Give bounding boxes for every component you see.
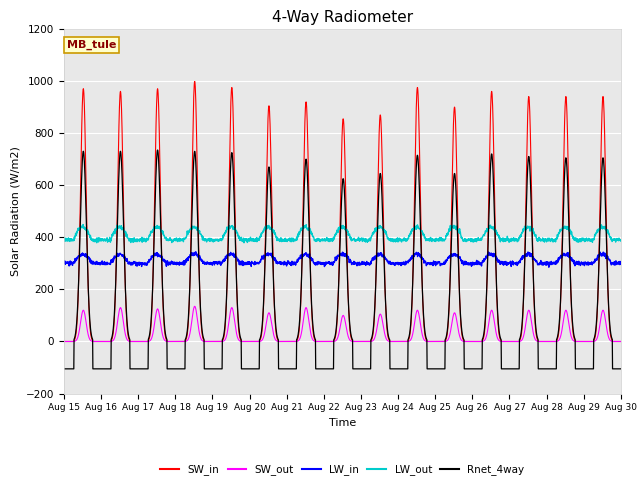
LW_out: [617, 237, 625, 243]
SW_in: [191, 79, 198, 84]
Title: 4-Way Radiometer: 4-Way Radiometer: [272, 10, 413, 25]
SW_out: [359, 338, 367, 344]
SW_out: [60, 338, 68, 344]
LW_in: [371, 253, 379, 259]
Rnet_4way: [371, 304, 379, 310]
Rnet_4way: [60, 366, 68, 372]
SW_out: [216, 338, 223, 344]
Y-axis label: Solar Radiation (W/m2): Solar Radiation (W/m2): [10, 146, 20, 276]
SW_out: [504, 338, 512, 344]
X-axis label: Time: Time: [329, 418, 356, 428]
Text: MB_tule: MB_tule: [67, 40, 116, 50]
SW_in: [504, 338, 512, 344]
LW_out: [79, 222, 87, 228]
LW_in: [545, 264, 553, 270]
LW_out: [505, 237, 513, 242]
SW_in: [371, 307, 379, 313]
LW_out: [60, 235, 68, 240]
LW_out: [568, 232, 576, 238]
LW_out: [584, 238, 591, 244]
LW_in: [584, 260, 591, 265]
Line: LW_in: LW_in: [64, 252, 621, 267]
SW_out: [371, 335, 379, 340]
Rnet_4way: [504, 366, 512, 372]
SW_out: [584, 338, 591, 344]
SW_in: [359, 338, 367, 344]
SW_out: [191, 303, 198, 309]
LW_out: [371, 226, 379, 231]
Rnet_4way: [568, 309, 575, 315]
Rnet_4way: [584, 366, 591, 372]
Line: SW_out: SW_out: [64, 306, 621, 341]
Rnet_4way: [154, 147, 161, 153]
LW_in: [192, 249, 200, 255]
Line: LW_out: LW_out: [64, 225, 621, 243]
SW_in: [617, 338, 625, 344]
LW_out: [216, 237, 223, 243]
SW_in: [60, 338, 68, 344]
Rnet_4way: [359, 366, 367, 372]
SW_out: [617, 338, 625, 344]
SW_in: [568, 313, 575, 319]
Line: Rnet_4way: Rnet_4way: [64, 150, 621, 369]
LW_in: [60, 259, 68, 264]
LW_in: [359, 260, 367, 265]
Rnet_4way: [617, 366, 625, 372]
SW_in: [584, 338, 591, 344]
Line: SW_in: SW_in: [64, 82, 621, 341]
LW_in: [617, 260, 625, 265]
LW_in: [504, 261, 512, 267]
LW_out: [240, 240, 248, 246]
LW_out: [359, 238, 367, 243]
SW_in: [216, 338, 223, 344]
SW_out: [568, 336, 575, 341]
Legend: SW_in, SW_out, LW_in, LW_out, Rnet_4way: SW_in, SW_out, LW_in, LW_out, Rnet_4way: [156, 460, 529, 480]
Rnet_4way: [216, 366, 223, 372]
LW_in: [216, 259, 223, 265]
LW_in: [568, 258, 576, 264]
